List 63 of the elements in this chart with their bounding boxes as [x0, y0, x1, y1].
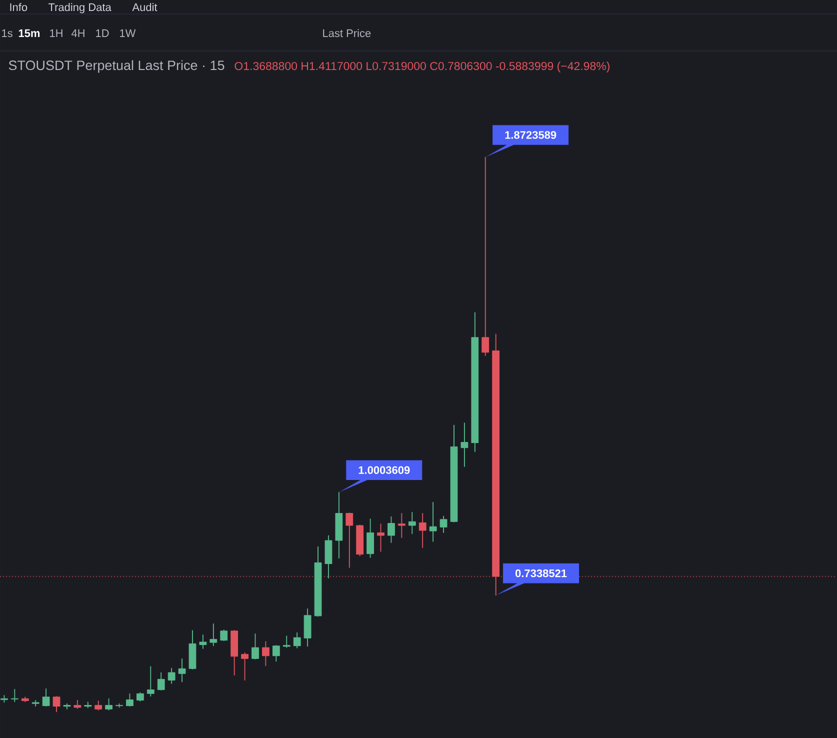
candlestick [220, 630, 228, 642]
candlestick [199, 634, 207, 649]
candlestick [492, 334, 500, 596]
text: 1s [2, 29, 12, 38]
candlestick [52, 696, 60, 712]
candlestick [42, 688, 50, 707]
candlestick [366, 518, 374, 558]
candlestick [304, 608, 312, 647]
candlestick [126, 693, 134, 707]
candlestick [0, 695, 8, 703]
candlestick [346, 512, 354, 568]
candlestick [398, 513, 406, 538]
candlestick [252, 633, 259, 660]
candlestick [408, 512, 416, 534]
text: 1D [96, 29, 109, 37]
candlestick [32, 700, 40, 707]
text: 15m [18, 29, 40, 38]
candlestick [293, 632, 301, 648]
candlestick [440, 516, 448, 533]
candlestick [63, 703, 71, 710]
candlestick [460, 422, 468, 467]
candlestick [74, 700, 82, 709]
text: 1H [50, 29, 62, 37]
text: Audit [132, 3, 158, 12]
text: 1.8723589 [505, 131, 556, 139]
chart-title: STOUSDT Perpetual Last Price · 15 [8, 60, 224, 73]
candlestick [418, 513, 426, 548]
text: Info [10, 3, 28, 12]
candlestick [282, 636, 290, 648]
chart-subtitle: O1.3688800 H1.4117000 L0.7319000 C0.7806300 -0.5883999 (−42.98%) [234, 62, 610, 72]
candlestick [450, 424, 458, 522]
candlestick [272, 645, 280, 662]
candlestick [94, 700, 102, 710]
text: 1W [120, 29, 136, 37]
text: 0.7338521 [515, 569, 567, 578]
candlestick [146, 666, 154, 697]
annotation: 1.0003609 [358, 466, 410, 474]
candlestick [388, 516, 395, 543]
candlestick [241, 652, 248, 681]
candlestick [324, 535, 332, 578]
candlestick [230, 630, 238, 676]
candlestick [168, 668, 176, 684]
candlestick [482, 156, 490, 356]
candlestick [377, 524, 384, 552]
candlestick [178, 658, 186, 682]
candlestick [335, 492, 343, 558]
candlestick [21, 696, 29, 702]
text: Trading Data [48, 3, 112, 14]
candlestick [429, 502, 437, 542]
candlestick [136, 692, 144, 702]
candlestick [84, 702, 92, 708]
candlestick [210, 623, 218, 646]
candlestick [314, 546, 322, 617]
candlestick [105, 698, 113, 710]
candlestick [116, 703, 123, 708]
candlestick [188, 630, 196, 670]
candlestick [356, 524, 364, 556]
candlestick [262, 641, 270, 666]
candlestick [471, 312, 479, 452]
candlestick [157, 672, 165, 691]
text: 4H [71, 29, 84, 37]
text: Last Price [323, 29, 371, 38]
candlestick [10, 688, 18, 702]
